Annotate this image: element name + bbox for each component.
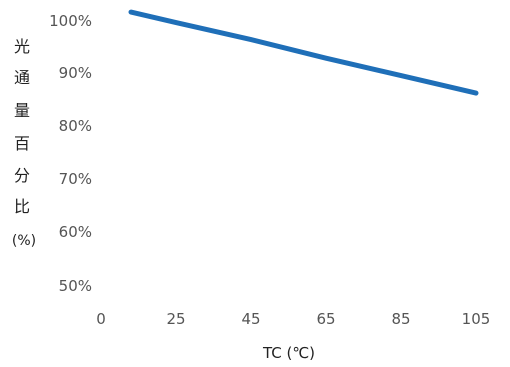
x-tick-label: 105 xyxy=(462,310,491,328)
x-tick-label: 65 xyxy=(316,310,335,328)
y-axis-title: 光 通 量 百 分 比 (%) xyxy=(12,37,36,249)
y-tick-label: 70% xyxy=(59,170,92,188)
y-axis-title-char: (%) xyxy=(12,233,36,249)
y-axis-title-char: 量 xyxy=(14,101,30,120)
y-axis-title-char: 比 xyxy=(14,197,30,216)
y-axis-title-char: 分 xyxy=(14,166,30,185)
y-axis-title-char: 通 xyxy=(14,68,30,87)
series-line xyxy=(128,9,479,96)
y-tick-label: 80% xyxy=(59,117,92,135)
x-tick-label: 0 xyxy=(96,310,106,328)
x-tick-label: 85 xyxy=(391,310,410,328)
y-tick-label: 100% xyxy=(49,12,92,30)
y-axis-title-char: 光 xyxy=(14,37,30,56)
y-axis-ticks: 50% 60% 70% 80% 90% 100% xyxy=(49,12,92,295)
y-tick-label: 50% xyxy=(59,277,92,295)
y-axis-title-char: 百 xyxy=(14,134,30,153)
x-tick-label: 45 xyxy=(241,310,260,328)
x-tick-label: 25 xyxy=(166,310,185,328)
y-tick-label: 60% xyxy=(59,223,92,241)
y-tick-label: 90% xyxy=(59,64,92,82)
x-axis-ticks: 0 25 45 65 85 105 xyxy=(96,310,490,328)
x-axis-title: TC (℃) xyxy=(262,344,315,362)
series-layer xyxy=(128,9,479,96)
